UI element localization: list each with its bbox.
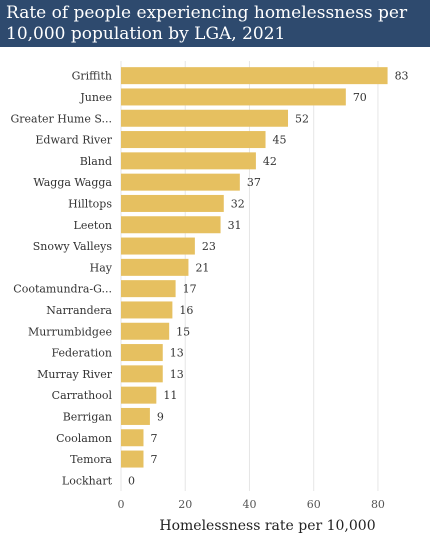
value-label: 0: [128, 474, 135, 487]
value-label: 11: [163, 389, 177, 402]
category-label: Junee: [79, 91, 112, 104]
bar: [121, 88, 346, 106]
value-label: 15: [176, 325, 190, 338]
category-label: Greater Hume S...: [10, 112, 112, 125]
x-axis-ticks: 0 20 40 60 80: [118, 498, 385, 511]
value-label: 13: [170, 347, 184, 360]
category-label: Bland: [80, 155, 112, 168]
bar: [121, 67, 388, 85]
category-label: Coolamon: [56, 432, 112, 445]
value-label: 23: [202, 240, 216, 253]
category-label: Edward River: [35, 134, 112, 147]
x-tick-label: 80: [371, 498, 385, 511]
value-label: 21: [195, 261, 209, 274]
value-label: 70: [353, 91, 367, 104]
x-axis-title: Homelessness rate per 10,000: [159, 518, 375, 534]
value-label: 45: [273, 134, 287, 147]
value-label: 52: [295, 112, 309, 125]
category-label: Hay: [90, 261, 113, 274]
bars: [121, 67, 388, 468]
value-label: 7: [150, 432, 157, 445]
bar: [121, 386, 157, 404]
category-label: Griffith: [72, 70, 112, 83]
category-label: Leeton: [74, 219, 112, 232]
x-tick-label: 20: [178, 498, 192, 511]
category-labels: Griffith Junee Greater Hume S... Edward Riv…: [10, 70, 112, 488]
bar: [121, 216, 221, 234]
bar: [121, 301, 173, 319]
category-label: Narrandera: [46, 304, 112, 317]
value-label: 13: [170, 368, 184, 381]
x-tick-label: 60: [307, 498, 321, 511]
bar: [121, 280, 176, 298]
category-label: Murrumbidgee: [28, 325, 112, 338]
chart-title-line-2: 10,000 population by LGA, 2021: [6, 24, 286, 44]
bar: [121, 450, 144, 468]
value-label: 17: [183, 283, 197, 296]
value-label: 83: [395, 70, 409, 83]
bar: [121, 194, 224, 212]
chart-header: Rate of people experiencing homelessness…: [0, 0, 430, 47]
bar: [121, 429, 144, 447]
category-label: Temora: [70, 453, 112, 466]
x-tick-label: 40: [242, 498, 256, 511]
value-label: 37: [247, 176, 261, 189]
category-label: Snowy Valleys: [33, 240, 113, 253]
value-label: 31: [228, 219, 242, 232]
category-label: Murray River: [37, 368, 113, 381]
category-label: Wagga Wagga: [33, 176, 112, 189]
value-label: 16: [179, 304, 193, 317]
category-label: Lockhart: [62, 474, 113, 487]
bar: [121, 109, 289, 127]
bar: [121, 322, 170, 340]
bar: [121, 131, 266, 149]
value-label: 42: [263, 155, 277, 168]
bar: [121, 407, 150, 425]
category-label: Carrathool: [52, 389, 113, 402]
category-label: Hilltops: [68, 197, 112, 210]
category-label: Federation: [51, 347, 112, 360]
value-label: 9: [157, 410, 164, 423]
value-label: 32: [231, 197, 245, 210]
bar: [121, 237, 195, 255]
chart-title-line-1: Rate of people experiencing homelessness…: [6, 3, 408, 23]
x-tick-label: 0: [118, 498, 125, 511]
value-label: 7: [150, 453, 157, 466]
bar: [121, 152, 256, 170]
category-label: Cootamundra-G...: [13, 283, 112, 296]
bar: [121, 173, 240, 191]
bar-chart: Griffith Junee Greater Hume S... Edward Riv…: [10, 61, 409, 534]
bar: [121, 365, 163, 383]
bar: [121, 258, 189, 276]
category-label: Berrigan: [63, 410, 112, 423]
bar: [121, 344, 163, 362]
